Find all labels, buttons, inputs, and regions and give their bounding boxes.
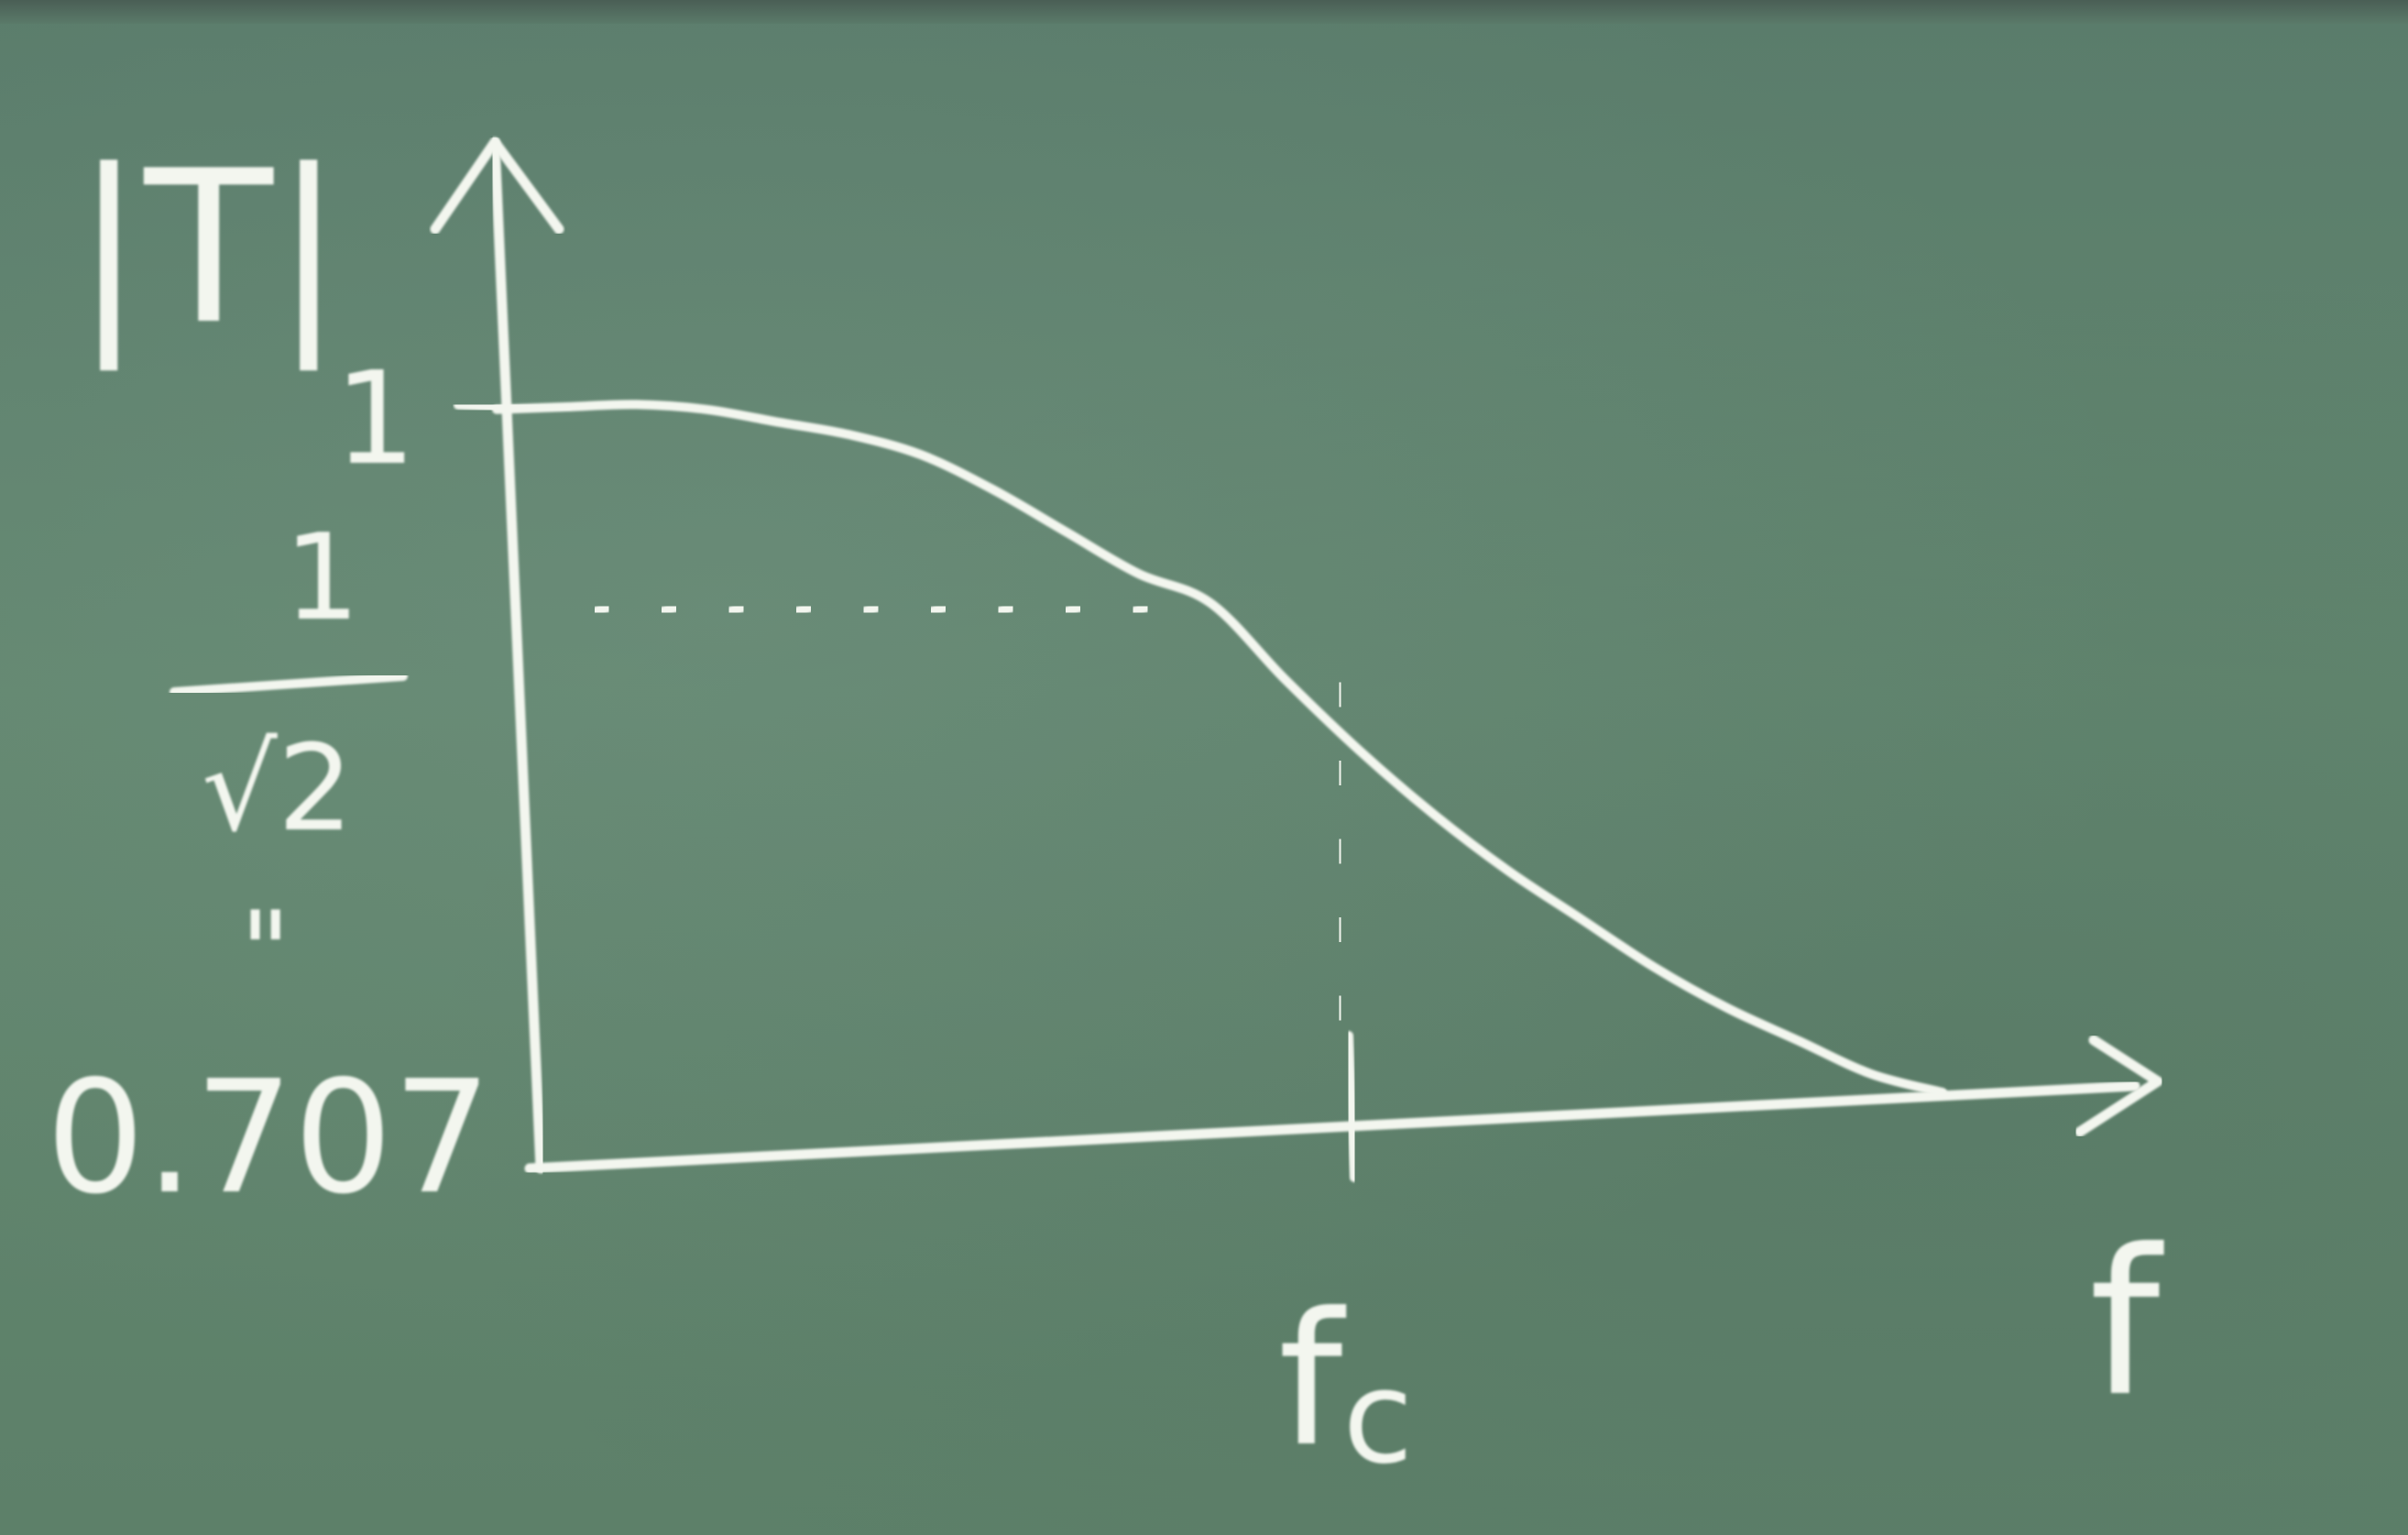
y-tick-label-one: 1 (334, 345, 416, 494)
guide-dot (859, 600, 883, 618)
y-axis-label: |T| (73, 126, 344, 371)
guide-dot (1060, 600, 1085, 618)
guide-dot (993, 600, 1018, 618)
x-tick-label-cutoff-subscript: c (1342, 1343, 1413, 1493)
half-power-guide-horizontal (589, 600, 1153, 618)
guide-dot (657, 600, 682, 618)
x-tick-label-cutoff: fc (1278, 1274, 1413, 1493)
x-tick-cutoff (1344, 1031, 1359, 1182)
x-axis-arrowhead (2074, 1035, 2163, 1137)
guide-dot (925, 600, 950, 618)
guide-dot (1334, 992, 1346, 1025)
board-top-edge (0, 0, 2408, 24)
guide-dot (792, 600, 816, 618)
guide-dot (1334, 913, 1346, 946)
guide-dot (1334, 756, 1346, 789)
y-tick-label-decimal: 0.707 (46, 1047, 492, 1229)
y-axis (489, 137, 546, 1174)
y-axis-arrowhead (430, 137, 564, 235)
guide-dot (589, 600, 614, 618)
y-tick-label-numerator: 1 (284, 508, 360, 647)
guide-dot (1334, 678, 1346, 711)
x-axis-label: f (2089, 1206, 2164, 1441)
y-tick-label-equals: " (240, 889, 290, 1016)
x-tick-label-cutoff-f: f (1278, 1274, 1347, 1487)
guide-dot (1334, 835, 1346, 868)
guide-dot (724, 600, 749, 618)
y-tick-label-denominator: √2 (202, 718, 354, 858)
fraction-bar (170, 672, 408, 696)
guide-dot (1128, 600, 1153, 618)
x-axis (524, 1080, 2140, 1174)
cutoff-guide-vertical (1334, 678, 1346, 1025)
response-curve (492, 400, 1947, 1097)
